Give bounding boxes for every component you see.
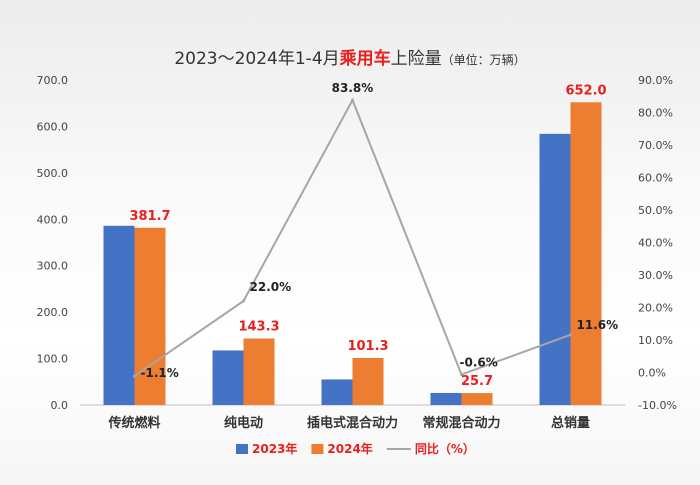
title-highlight: 乘用车 (339, 48, 391, 69)
bars (103, 102, 602, 406)
bar-value-label: 101.3 (347, 339, 388, 354)
right-axis: -10.0% 0.0% 10.0% 20.0% 30.0% 40.0% 50.0% 60.0%… (638, 74, 677, 412)
line-series (133, 97, 572, 378)
category-label: 纯电动 (224, 415, 263, 431)
yoy-line (133, 97, 571, 377)
yoy-value-label: 83.8% (332, 81, 374, 95)
title-suffix: 上险量 (391, 49, 442, 69)
legend-label: 同比（%） (415, 441, 475, 456)
legend-swatch (236, 444, 248, 454)
bar-2023 (321, 379, 353, 405)
x-axis: 传统燃料 纯电动 插电式混合动力 常规混合动力 总销量 (80, 404, 625, 431)
right-tick-label: 50.0% (638, 204, 673, 217)
legend-swatch (311, 444, 324, 454)
right-tick-label: 80.0% (638, 107, 673, 120)
right-tick-label: 30.0% (638, 269, 673, 282)
category-label: 传统燃料 (107, 415, 160, 431)
bar-2024 (134, 227, 166, 405)
category-label: 总销量 (551, 415, 590, 431)
right-tick-label: 20.0% (638, 302, 673, 315)
legend-label: 2024年 (327, 441, 372, 456)
yoy-value-label: -1.1% (141, 366, 179, 380)
yoy-value-label: -0.6% (460, 355, 498, 369)
data-labels: 381.7 143.3 101.3 25.7 652.0 -1.1% 22.0% 83.8% -… (129, 81, 618, 389)
left-tick-label: 300.0 (37, 260, 69, 273)
bar-value-label: 652.0 (565, 83, 606, 98)
left-tick-label: 600.0 (37, 120, 69, 133)
bar-value-label: 381.7 (129, 209, 170, 224)
left-tick-label: 200.0 (37, 306, 69, 319)
bar-value-label: 143.3 (238, 319, 279, 334)
left-tick-label: 100.0 (37, 353, 69, 366)
yoy-value-label: 22.0% (250, 280, 292, 294)
title-unit: （单位：万辆） (442, 52, 526, 67)
bar-2023 (103, 225, 135, 405)
bar-2023 (212, 350, 244, 405)
bar-2023 (430, 392, 462, 405)
yoy-point (133, 374, 136, 378)
right-tick-label: 70.0% (638, 139, 673, 152)
yoy-point (351, 98, 354, 102)
bar-2024 (352, 357, 384, 405)
yoy-point (460, 372, 463, 376)
bar-2024 (570, 102, 602, 406)
bar-value-label: 25.7 (461, 374, 493, 389)
legend-label: 2023年 (252, 441, 297, 456)
right-tick-label: 10.0% (638, 334, 673, 347)
left-tick-label: 400.0 (37, 213, 69, 226)
right-tick-label: 0.0% (638, 367, 666, 380)
yoy-value-label: 11.6% (577, 318, 619, 332)
left-axis: 0.0 100.0 200.0 300.0 400.0 500.0 600.0 700.0 (37, 74, 69, 412)
bar-2024 (461, 393, 493, 405)
right-tick-label: 60.0% (638, 172, 673, 185)
title-prefix: 2023～2024年1-4月 (174, 49, 339, 69)
left-tick-label: 0.0 (51, 399, 69, 412)
yoy-point (242, 299, 245, 303)
right-tick-label: 90.0% (638, 74, 673, 87)
left-tick-label: 700.0 (37, 74, 69, 87)
bar-2023 (539, 133, 571, 405)
left-tick-label: 500.0 (37, 167, 69, 180)
category-label: 插电式混合动力 (307, 415, 398, 431)
chart-title: 2023～2024年1-4月乘用车上险量（单位：万辆） (174, 48, 525, 69)
bar-2024 (243, 338, 275, 405)
yoy-point (569, 333, 572, 337)
legend: 2023年 2024年 同比（%） (236, 441, 475, 456)
right-tick-label: -10.0% (638, 399, 677, 412)
right-tick-label: 40.0% (638, 237, 673, 250)
category-label: 常规混合动力 (422, 415, 500, 431)
